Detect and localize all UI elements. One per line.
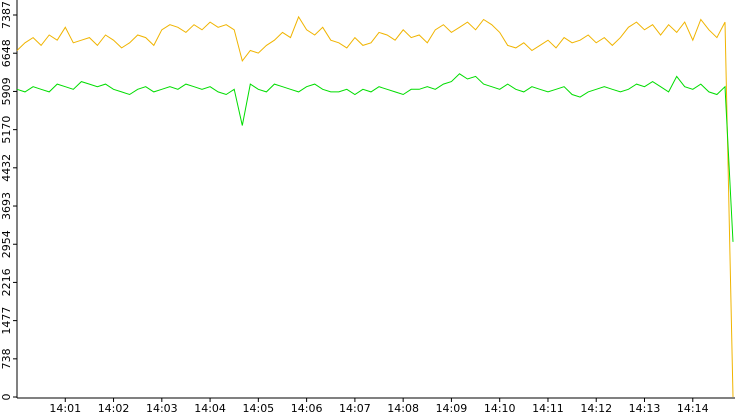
x-tick-label: 14:09 — [436, 402, 468, 415]
series-line — [16, 73, 734, 242]
x-tick-label: 14:02 — [98, 402, 130, 415]
x-tick-label: 14:08 — [387, 402, 419, 415]
x-tick-label: 14:06 — [291, 402, 323, 415]
y-tick-label: 3693 — [0, 192, 13, 220]
y-tick-label: 5170 — [0, 116, 13, 144]
y-tick-label: 1477 — [0, 307, 13, 335]
x-tick-label: 14:13 — [629, 402, 661, 415]
x-tick-label: 14:05 — [242, 402, 274, 415]
x-tick-label: 14:01 — [49, 402, 81, 415]
y-tick-label: 2954 — [0, 230, 13, 258]
y-tick-label: 0 — [0, 394, 13, 401]
y-tick-label: 7387 — [0, 1, 13, 29]
y-tick-label: 738 — [0, 348, 13, 369]
x-tick-label: 14:12 — [580, 402, 612, 415]
y-tick-label: 2216 — [0, 268, 13, 296]
x-tick-label: 14:11 — [532, 402, 564, 415]
y-tick-label: 5909 — [0, 77, 13, 105]
series-line — [16, 15, 734, 398]
x-tick-label: 14:04 — [194, 402, 226, 415]
y-tick-label: 6648 — [0, 39, 13, 67]
x-tick-label: 14:10 — [484, 402, 516, 415]
y-tick-label: 4432 — [0, 154, 13, 182]
x-tick-label: 14:03 — [146, 402, 178, 415]
x-tick-label: 14:14 — [677, 402, 709, 415]
x-tick-label: 14:07 — [339, 402, 371, 415]
